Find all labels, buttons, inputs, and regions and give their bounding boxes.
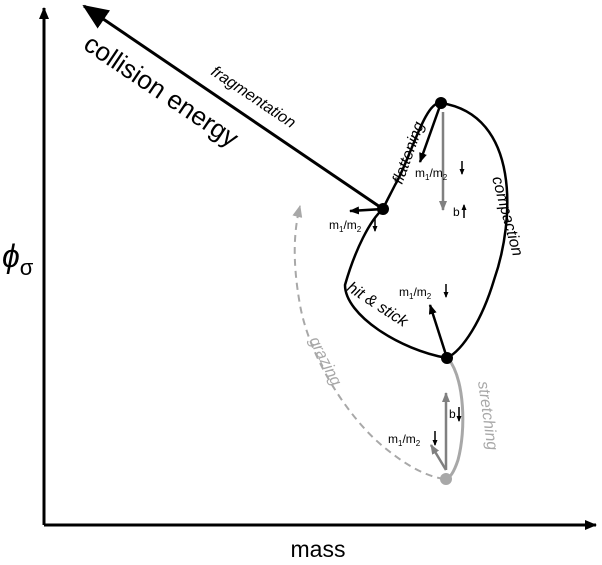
flattening-ratio-label: m1/m2 [415,161,465,182]
svg-text:b: b [449,407,456,421]
x-axis-label: mass [291,536,346,562]
svg-text:b: b [453,205,460,219]
svg-text:m1/m2: m1/m2 [399,285,432,301]
grazing-label: grazing [305,334,344,389]
stretching-ratio-vector [429,444,448,471]
svg-text:m1/m2: m1/m2 [329,218,362,234]
compaction-label: compaction [488,175,526,259]
state-point-bottom [440,473,452,485]
stretching-b-label: b [449,407,462,422]
fragmentation-ratio-label: m1/m2 [329,217,378,234]
hit-stick-ratio-label: m1/m2 [399,284,449,301]
grazing-path [292,205,445,480]
collision-energy-arrow [82,4,384,211]
flattening-ratio-vector [418,102,443,163]
compaction-path [440,101,509,360]
flattening-b-label: b [453,204,467,219]
y-axis-label: ϕσ [2,238,34,280]
stretching-ratio-label: m1/m2 [388,431,438,448]
flattening-path [381,101,442,210]
svg-text:m1/m2: m1/m2 [388,432,421,448]
hit-stick-ratio-vector [428,304,449,359]
fragmentation-ratio-vector [349,206,384,215]
stretching-label: stretching [474,380,501,451]
collision-energy-label: collision energy [79,28,244,153]
hit-stick-path [343,208,448,360]
svg-text:m1/m2: m1/m2 [415,166,448,182]
